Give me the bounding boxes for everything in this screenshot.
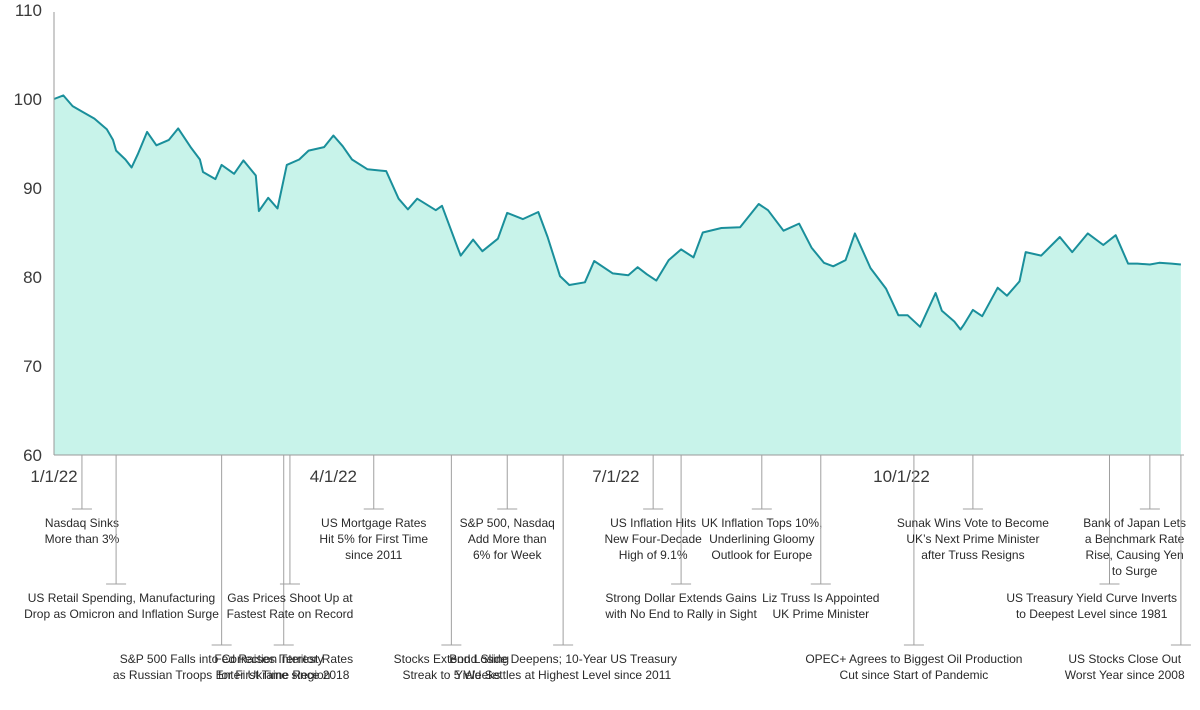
event-label-line: Underlining Gloomy	[709, 532, 814, 546]
y-tick-label: 90	[23, 179, 42, 198]
event-label-line: to Deepest Level since 1981	[1016, 607, 1168, 621]
series-area	[54, 95, 1181, 456]
event-label-line: a Benchmark Rate	[1085, 532, 1185, 546]
event-annotations: Nasdaq Sinks More than 3% US Retail Spendi…	[24, 455, 1191, 682]
event-label: Fed Raises Interest Rates for First Time …	[214, 652, 353, 682]
event-label-line: for First Time since 2018	[218, 668, 350, 682]
event-label: Nasdaq Sinks More than 3%	[45, 516, 120, 546]
event-label-line: Liz Truss Is Appointed	[762, 591, 879, 605]
event-label-line: after Truss Resigns	[921, 548, 1024, 562]
event-label-line: Bank of Japan Lets	[1083, 516, 1186, 530]
event-label: Sunak Wins Vote to Become UK’s Next Prime…	[897, 516, 1049, 562]
event-label-line: Worst Year since 2008	[1065, 668, 1185, 682]
plot-area	[53, 94, 1181, 456]
event-label-line: Nasdaq Sinks	[45, 516, 119, 530]
event-label: US Inflation Hits New Four-Decade High of …	[604, 516, 702, 562]
x-tick-label: 7/1/22	[592, 467, 639, 486]
y-tick-label: 110	[15, 1, 42, 20]
event-label: Gas Prices Shoot Up at Fastest Rate on Re…	[227, 591, 354, 621]
event-label: US Treasury Yield Curve Inverts to Deepes…	[1006, 591, 1177, 621]
event-label: Bond Slide Deepens; 10-Year US Treasury Y…	[449, 652, 677, 682]
event-label-line: with No End to Rally in Sight	[604, 607, 757, 621]
event-label: Stocks Extend Losing Streak to 5 Weeks	[394, 652, 509, 682]
event-label: Bank of Japan Lets a Benchmark Rate Rise, …	[1083, 516, 1186, 578]
x-tick-label: 4/1/22	[310, 467, 357, 486]
event-label-line: S&P 500, Nasdaq	[460, 516, 555, 530]
event-label-line: More than 3%	[45, 532, 120, 546]
event-label-line: Gas Prices Shoot Up at	[227, 591, 353, 605]
event-label-line: Drop as Omicron and Inflation Surge	[24, 607, 219, 621]
event-label-line: US Inflation Hits	[610, 516, 696, 530]
event-label-line: Rise, Causing Yen	[1086, 548, 1184, 562]
event-label: Strong Dollar Extends Gains with No End t…	[604, 591, 757, 621]
event-label-line: Stocks Extend Losing	[394, 652, 509, 666]
y-axis: 60 70 80 90 100 110	[14, 1, 55, 465]
event-label-line: to Surge	[1112, 564, 1158, 578]
event-label-line: Cut since Start of Pandemic	[840, 668, 989, 682]
y-tick-label: 100	[14, 90, 42, 109]
event-label: S&P 500, Nasdaq Add More than 6% for Week	[460, 516, 555, 562]
x-tick-label: 1/1/22	[30, 467, 77, 486]
y-tick-label: 60	[23, 446, 42, 465]
event-label-line: US Retail Spending, Manufacturing	[28, 591, 215, 605]
event-label-line: Streak to 5 Weeks	[402, 668, 500, 682]
event-label-line: UK’s Next Prime Minister	[906, 532, 1039, 546]
event-label: US Stocks Close Out Worst Year since 2008	[1065, 652, 1185, 682]
event-label-line: Fastest Rate on Record	[227, 607, 354, 621]
event-label-line: as Russian Troops Enter Ukraine Region	[113, 668, 330, 682]
event-label-line: OPEC+ Agrees to Biggest Oil Production	[805, 652, 1022, 666]
event-label: Liz Truss Is Appointed UK Prime Minister	[762, 591, 879, 621]
event-label-line: UK Inflation Tops 10%,	[701, 516, 822, 530]
event-label-line: Add More than	[468, 532, 547, 546]
event-label-line: since 2011	[345, 548, 402, 562]
event-label-line: Outlook for Europe	[711, 548, 812, 562]
x-tick-label: 10/1/22	[873, 467, 930, 486]
event-label: US Retail Spending, Manufacturing Drop as…	[24, 591, 219, 621]
event-label-line: New Four-Decade	[604, 532, 702, 546]
event-label-line: UK Prime Minister	[772, 607, 869, 621]
event-label-line: Bond Slide Deepens; 10-Year US Treasury	[449, 652, 677, 666]
x-axis: 1/1/22 4/1/22 7/1/22 10/1/22	[30, 454, 1184, 486]
event-label-line: Yield Settles at Highest Level since 201…	[455, 668, 671, 682]
event-label-line: Strong Dollar Extends Gains	[605, 591, 756, 605]
event-label-line: S&P 500 Falls into Correction Territory	[120, 652, 324, 666]
y-tick-label: 70	[23, 357, 42, 376]
event-label: US Mortgage Rates Hit 5% for First Time si…	[319, 516, 428, 562]
y-tick-label: 80	[23, 268, 42, 287]
event-label: S&P 500 Falls into Correction Territory a…	[113, 652, 330, 682]
event-label-line: US Treasury Yield Curve Inverts	[1006, 591, 1177, 605]
series-line	[53, 94, 1181, 331]
event-label-line: US Stocks Close Out	[1068, 652, 1181, 666]
event-label: OPEC+ Agrees to Biggest Oil Production Cu…	[805, 652, 1022, 682]
event-label-line: US Mortgage Rates	[321, 516, 426, 530]
event-label-line: Hit 5% for First Time	[319, 532, 428, 546]
event-label-line: Fed Raises Interest Rates	[214, 652, 353, 666]
event-label-line: High of 9.1%	[619, 548, 688, 562]
event-label-line: Sunak Wins Vote to Become	[897, 516, 1049, 530]
event-label: UK Inflation Tops 10%, Underlining Gloomy…	[701, 516, 822, 562]
event-label-line: 6% for Week	[473, 548, 542, 562]
